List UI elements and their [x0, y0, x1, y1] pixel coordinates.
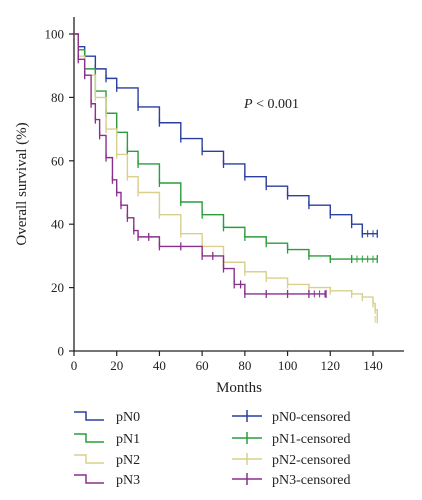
- p-value-italic: P: [243, 97, 253, 112]
- legend-line-pn2: [74, 454, 104, 464]
- y-tick-label: 0: [58, 344, 65, 359]
- series-group: [74, 33, 378, 324]
- x-tick-label: 120: [321, 358, 341, 373]
- x-axis-label: Months: [216, 380, 262, 396]
- series-pn3: [74, 33, 327, 298]
- x-tick-label: 80: [238, 358, 251, 373]
- p-value-text: < 0.001: [253, 97, 299, 112]
- axes: [73, 17, 404, 352]
- legend-line-pn1: [74, 433, 104, 443]
- x-tick-label: 140: [363, 358, 383, 373]
- legend-label-pn2-censored: pN2-censored: [272, 453, 351, 468]
- y-tick-label: 40: [51, 217, 64, 232]
- x-tick-label: 20: [110, 358, 123, 373]
- tick-group: 0 20 40 60 80 100 120 140 0 20 40 60 80 100: [45, 27, 383, 374]
- y-tick-label: 20: [51, 280, 64, 295]
- x-tick-label: 60: [196, 358, 209, 373]
- y-tick-label: 100: [45, 27, 65, 42]
- x-tick-label: 100: [278, 358, 298, 373]
- legend: pN0 pN0-censored pN1 pN1-censored pN2 pN2-cen…: [74, 410, 351, 488]
- y-tick-label: 80: [51, 90, 64, 105]
- y-tick-label: 60: [51, 153, 64, 168]
- legend-label-pn1: pN1: [116, 432, 140, 447]
- legend-label-pn0: pN0: [116, 410, 140, 425]
- legend-label-pn3-censored: pN3-censored: [272, 473, 351, 488]
- legend-label-pn2: pN2: [116, 453, 140, 468]
- y-axis-label: Overall survival (%): [14, 122, 30, 245]
- x-tick-label: 0: [71, 358, 78, 373]
- legend-line-pn3: [74, 474, 104, 484]
- legend-label-pn1-censored: pN1-censored: [272, 432, 351, 447]
- legend-label-pn3: pN3: [116, 473, 140, 488]
- x-tick-label: 40: [153, 358, 166, 373]
- p-value-annotation: P < 0.001: [243, 97, 299, 112]
- legend-line-pn0: [74, 411, 104, 421]
- legend-label-pn0-censored: pN0-censored: [272, 410, 351, 425]
